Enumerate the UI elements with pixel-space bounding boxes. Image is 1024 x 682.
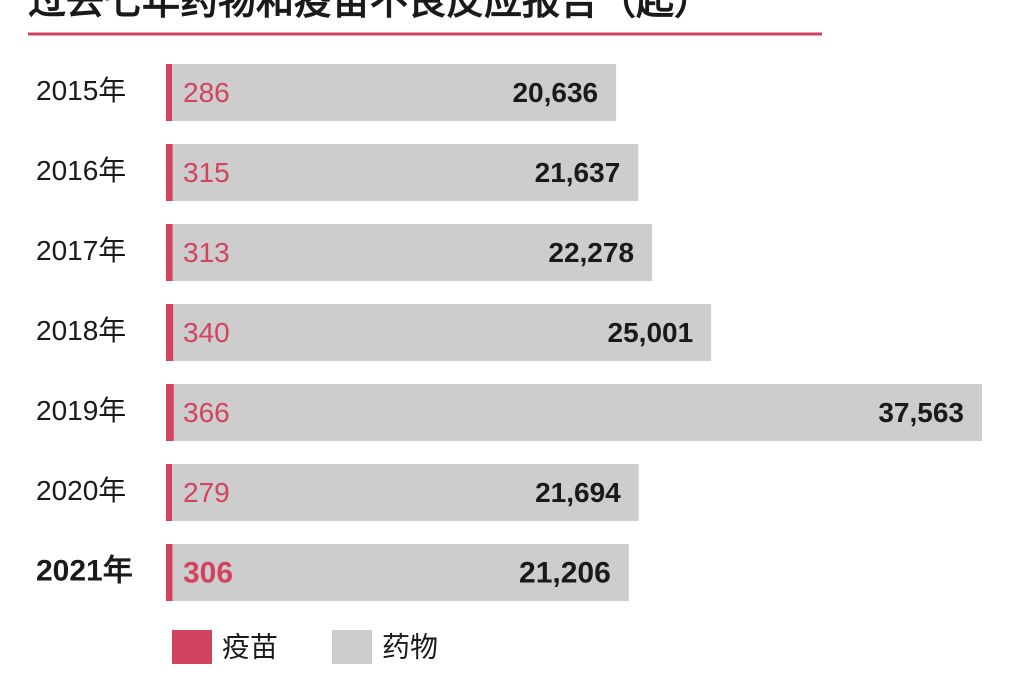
bar-segment [166, 224, 173, 281]
drug-value-label: 21,637 [535, 157, 621, 188]
bar-segment [166, 144, 173, 201]
drug-value-label: 21,694 [535, 477, 621, 508]
vaccine-value-label: 279 [183, 477, 230, 508]
category-label: 2016年 [36, 155, 126, 186]
category-label: 2019年 [36, 395, 126, 426]
legend-label: 药物 [382, 631, 438, 662]
bar-segment [173, 384, 982, 441]
drug-value-label: 20,636 [512, 77, 598, 108]
drug-value-label: 21,206 [519, 556, 611, 589]
drug-value-label: 37,563 [878, 397, 964, 428]
bar-segment [166, 64, 173, 121]
bar-segment [172, 224, 653, 281]
bar-segment [166, 544, 173, 601]
vaccine-value-label: 313 [183, 237, 230, 268]
chart-title: 过去七年药物和疫苗不良反应报告（起） [28, 0, 712, 23]
category-label: 2015年 [36, 75, 126, 106]
category-label: 2020年 [36, 475, 126, 506]
category-label: 2017年 [36, 235, 126, 266]
vaccine-value-label: 306 [183, 556, 233, 589]
bar-segment [166, 464, 173, 521]
bar-segment [172, 64, 617, 121]
legend-label: 疫苗 [222, 631, 278, 662]
bar-segment [172, 544, 629, 601]
bar-segment [172, 464, 639, 521]
category-label: 2021年 [36, 554, 133, 587]
bar-segment [166, 304, 174, 361]
legend-swatch [172, 630, 212, 664]
drug-value-label: 25,001 [608, 317, 694, 348]
vaccine-value-label: 286 [183, 77, 230, 108]
category-label: 2018年 [36, 315, 126, 346]
drug-value-label: 22,278 [548, 237, 634, 268]
bar-segment [166, 384, 174, 441]
bar-segment [172, 144, 639, 201]
vaccine-value-label: 315 [183, 157, 230, 188]
vaccine-value-label: 366 [183, 397, 230, 428]
legend-swatch [332, 630, 372, 664]
vaccine-value-label: 340 [183, 317, 230, 348]
bar-segment [173, 304, 712, 361]
